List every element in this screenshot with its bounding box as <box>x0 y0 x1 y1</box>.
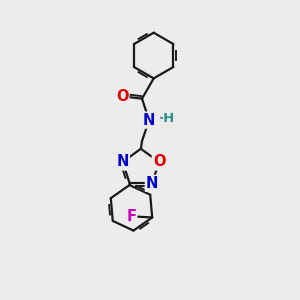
Text: O: O <box>153 154 165 169</box>
Text: N: N <box>146 176 158 191</box>
Text: N: N <box>143 112 155 128</box>
Text: N: N <box>116 154 129 169</box>
Text: ·H: ·H <box>158 112 175 125</box>
Text: F: F <box>126 209 136 224</box>
Text: O: O <box>116 89 128 104</box>
